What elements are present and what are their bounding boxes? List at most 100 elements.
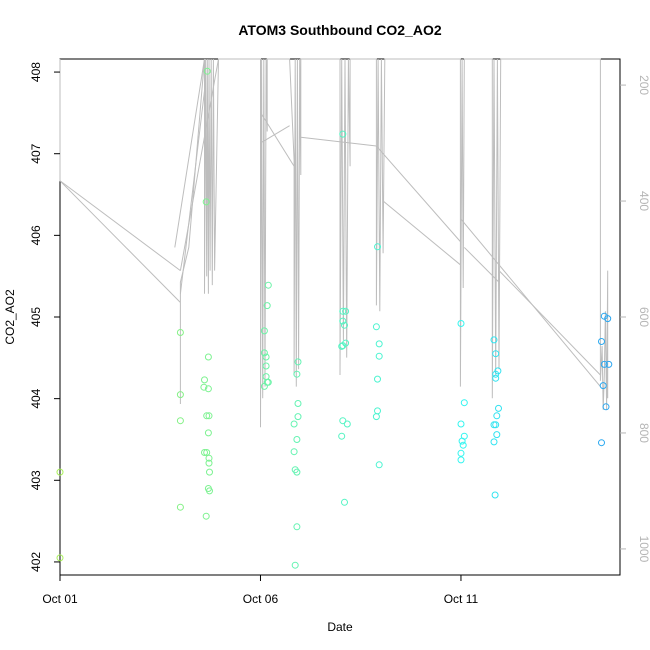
data-point [204, 429, 212, 437]
data-point [375, 461, 383, 469]
data-point [203, 449, 211, 456]
data-point [460, 399, 468, 407]
y-tick-label: 403 [29, 470, 43, 490]
y-tick-label: 404 [29, 388, 43, 408]
data-point [490, 421, 498, 429]
x-tick-label: Oct 06 [243, 592, 279, 606]
data-point [291, 561, 299, 569]
data-point [338, 432, 346, 440]
data-point [457, 420, 465, 428]
data-point [200, 383, 208, 391]
data-point [457, 456, 465, 464]
data-point [260, 382, 268, 390]
y-axis: 402 403 404 405 406 407 408 [29, 62, 60, 572]
data-point [204, 385, 212, 393]
data-point [374, 407, 381, 415]
data-point [341, 321, 348, 329]
data-point [339, 130, 347, 138]
pressure-segment [174, 58, 205, 248]
data-point [375, 340, 383, 348]
data-point [176, 391, 184, 399]
data-point [176, 329, 184, 336]
data-point [293, 468, 301, 476]
pressure-segment [179, 90, 205, 294]
pressure-track [59, 58, 609, 428]
data-point [604, 315, 612, 323]
data-point [262, 362, 270, 370]
data-point [343, 420, 351, 428]
y-tick-label: 405 [29, 307, 43, 327]
data-point [264, 281, 272, 289]
pressure-segment [260, 125, 290, 144]
pressure-segment [463, 247, 500, 283]
data-point [457, 449, 465, 457]
data-point [491, 491, 499, 499]
data-point [294, 358, 302, 366]
data-point [205, 412, 213, 420]
y-tick-label: 407 [29, 143, 43, 163]
y-tick-label: 408 [29, 62, 43, 82]
data-point [176, 417, 184, 425]
data-point [493, 412, 501, 420]
data-point [204, 353, 212, 361]
data-point [56, 468, 64, 476]
data-point [260, 349, 268, 357]
data-point [262, 373, 270, 381]
data-point [492, 370, 500, 378]
pressure-segment [300, 136, 377, 147]
data-point [602, 403, 610, 411]
pressure-segment [261, 113, 295, 167]
data-point [492, 350, 500, 358]
data-point [492, 374, 500, 382]
data-point [203, 67, 211, 75]
y-tick-label: 402 [29, 552, 43, 572]
data-point [490, 336, 498, 344]
data-point [372, 413, 380, 421]
data-point [260, 327, 268, 335]
right-tick-label: 400 [637, 191, 650, 211]
right-tick-label: 600 [637, 307, 650, 327]
data-point [202, 198, 210, 206]
data-point [206, 468, 213, 476]
data-point [290, 420, 298, 428]
data-point [293, 436, 301, 443]
data-point [203, 412, 211, 420]
data-point [459, 441, 467, 449]
data-point [598, 439, 605, 447]
right-tick-label: 200 [637, 75, 650, 95]
data-point [339, 317, 347, 325]
right-axis: 200 400 600 800 1000 [620, 75, 650, 563]
data-points [56, 67, 613, 569]
x-tick-label: Oct 11 [444, 592, 479, 606]
data-point [206, 487, 213, 495]
pressure-segment [376, 145, 461, 242]
data-point [339, 417, 347, 425]
x-axis-label: Date [327, 620, 353, 634]
data-point [493, 431, 501, 439]
data-point [56, 554, 64, 562]
data-point [598, 338, 605, 345]
data-point [205, 459, 213, 467]
data-point [264, 378, 272, 386]
pressure-segment [59, 180, 181, 272]
right-tick-label: 800 [637, 423, 650, 443]
data-point [375, 352, 383, 360]
data-point [205, 454, 213, 462]
data-point [495, 404, 502, 412]
chart-title: ATOM3 Southbound CO2_AO2 [238, 22, 441, 38]
data-point [294, 413, 302, 421]
pressure-segment [498, 270, 601, 376]
pressure-segment [179, 58, 219, 271]
data-point [293, 370, 301, 378]
pressure-line [59, 58, 609, 428]
data-point [490, 438, 498, 446]
data-point [342, 307, 350, 315]
data-point [339, 307, 347, 315]
y-axis-label: CO2_AO2 [3, 289, 17, 345]
data-point [341, 498, 348, 506]
data-point [457, 320, 465, 327]
data-point [294, 400, 302, 407]
data-point [262, 353, 270, 361]
data-point [599, 382, 607, 390]
